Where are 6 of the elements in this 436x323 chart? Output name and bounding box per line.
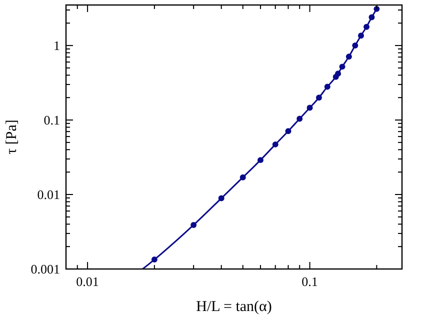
x-axis-title: H/L = tan(α) (196, 299, 272, 315)
y-axis-title: τ [Pa] (4, 120, 20, 154)
y-tick-label: 0.01 (37, 187, 60, 202)
y-tick-label: 0.1 (44, 112, 60, 128)
y-tick-label: 1 (54, 38, 60, 54)
y-tick-label: 0.001 (30, 262, 60, 277)
